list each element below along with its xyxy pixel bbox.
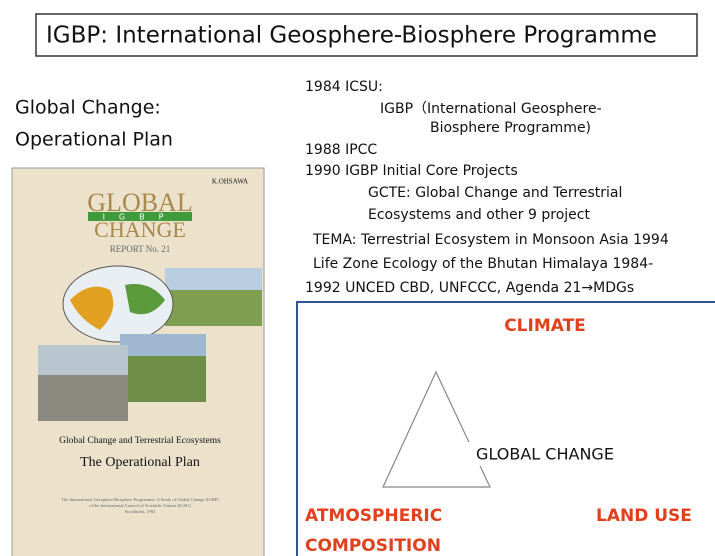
diagram-left: COMPOSITION (305, 536, 441, 556)
cover-author: K.OHSAWA (212, 178, 248, 186)
timeline-line: GCTE: Global Change and Terrestrial (368, 185, 622, 201)
timeline-line: Life Zone Ecology of the Bhutan Himalaya… (313, 256, 653, 272)
cover-report: REPORT No. 21 (110, 244, 171, 254)
diagram-top: CLIMATE (504, 316, 586, 336)
diagram: CLIMATE GLOBAL CHANGE ATMOSPHERIC COMPOS… (297, 302, 715, 556)
photo-sky (165, 268, 262, 290)
cover-footer: of the International Council of Scientif… (89, 503, 191, 508)
title: IGBP: International Geosphere-Biosphere … (46, 23, 657, 49)
timeline-line: 1992 UNCED CBD, UNFCCC, Agenda 21→MDGs (305, 280, 634, 296)
page: IGBP: International Geosphere-Biosphere … (0, 0, 715, 556)
cover-logo: CHANGE (94, 217, 186, 242)
timeline-line: 1990 IGBP Initial Core Projects (305, 163, 518, 179)
book-cover: K.OHSAWA GLOBAL IGBP CHANGE REPORT No. 2… (12, 168, 264, 556)
triangle (383, 372, 490, 487)
slide: IGBP: International Geosphere-Biosphere … (0, 0, 715, 556)
timeline-line: TEMA: Terrestrial Ecosystem in Monsoon A… (312, 232, 669, 248)
photo-sky (120, 334, 206, 356)
photo-sky (38, 345, 128, 375)
diagram-right: LAND USE (596, 506, 692, 526)
cover-subtitle: Global Change and Terrestrial Ecosystems (59, 436, 221, 446)
cover-title: The Operational Plan (80, 455, 200, 470)
timeline-line: 1984 ICSU: (305, 79, 383, 95)
cover-footer: The International Geosphere-Biosphere Pr… (61, 497, 219, 502)
timeline-line: IGBP（International Geosphere- (380, 101, 602, 117)
diagram-left: ATMOSPHERIC (305, 506, 442, 526)
left-heading: Operational Plan (15, 129, 173, 151)
timeline-line: Ecosystems and other 9 project (368, 207, 590, 223)
timeline-line: 1988 IPCC (305, 142, 377, 158)
left-heading: Global Change: (15, 97, 161, 119)
diagram-center: GLOBAL CHANGE (476, 445, 614, 464)
timeline-line: Biosphere Programme) (430, 120, 591, 136)
